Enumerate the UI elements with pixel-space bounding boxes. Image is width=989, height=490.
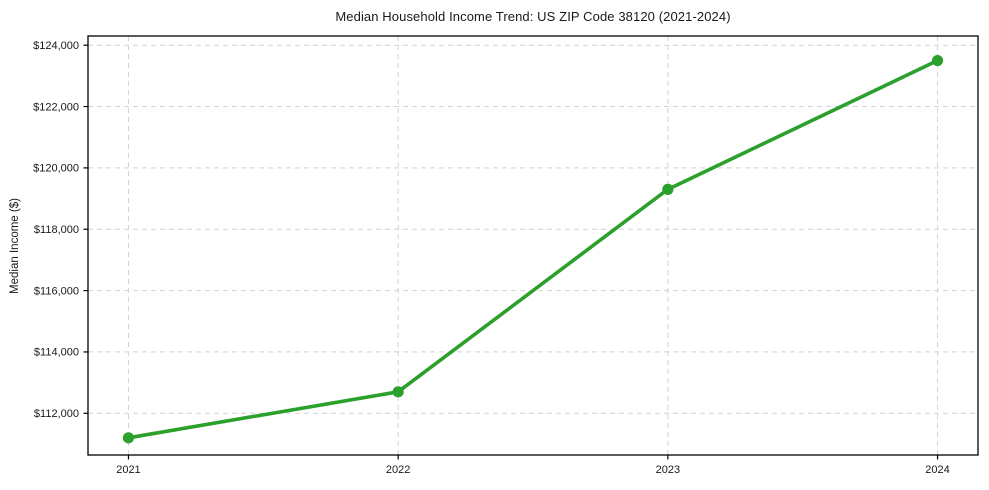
y-tick-label: $122,000 xyxy=(33,101,79,113)
y-tick-label: $118,000 xyxy=(34,224,79,236)
y-tick-label: $114,000 xyxy=(34,347,79,359)
chart-title: Median Household Income Trend: US ZIP Co… xyxy=(335,9,731,24)
data-point-2024 xyxy=(931,54,944,67)
x-tick-label: 2024 xyxy=(925,464,949,476)
data-point-2023 xyxy=(662,183,674,195)
trend-line xyxy=(128,58,939,440)
x-tick-label: 2021 xyxy=(116,464,140,476)
data-point-2021 xyxy=(122,432,135,444)
y-tick-label: $112,000 xyxy=(34,408,79,420)
y-tick-label: $116,000 xyxy=(34,285,79,297)
plot-border xyxy=(87,35,979,456)
y-tick-label: $120,000 xyxy=(33,163,79,175)
x-tick-label: 2023 xyxy=(656,464,680,476)
y-tick-label: $124,000 xyxy=(33,40,79,52)
data-point-2022 xyxy=(392,386,404,398)
x-tick-label: 2022 xyxy=(386,464,410,476)
